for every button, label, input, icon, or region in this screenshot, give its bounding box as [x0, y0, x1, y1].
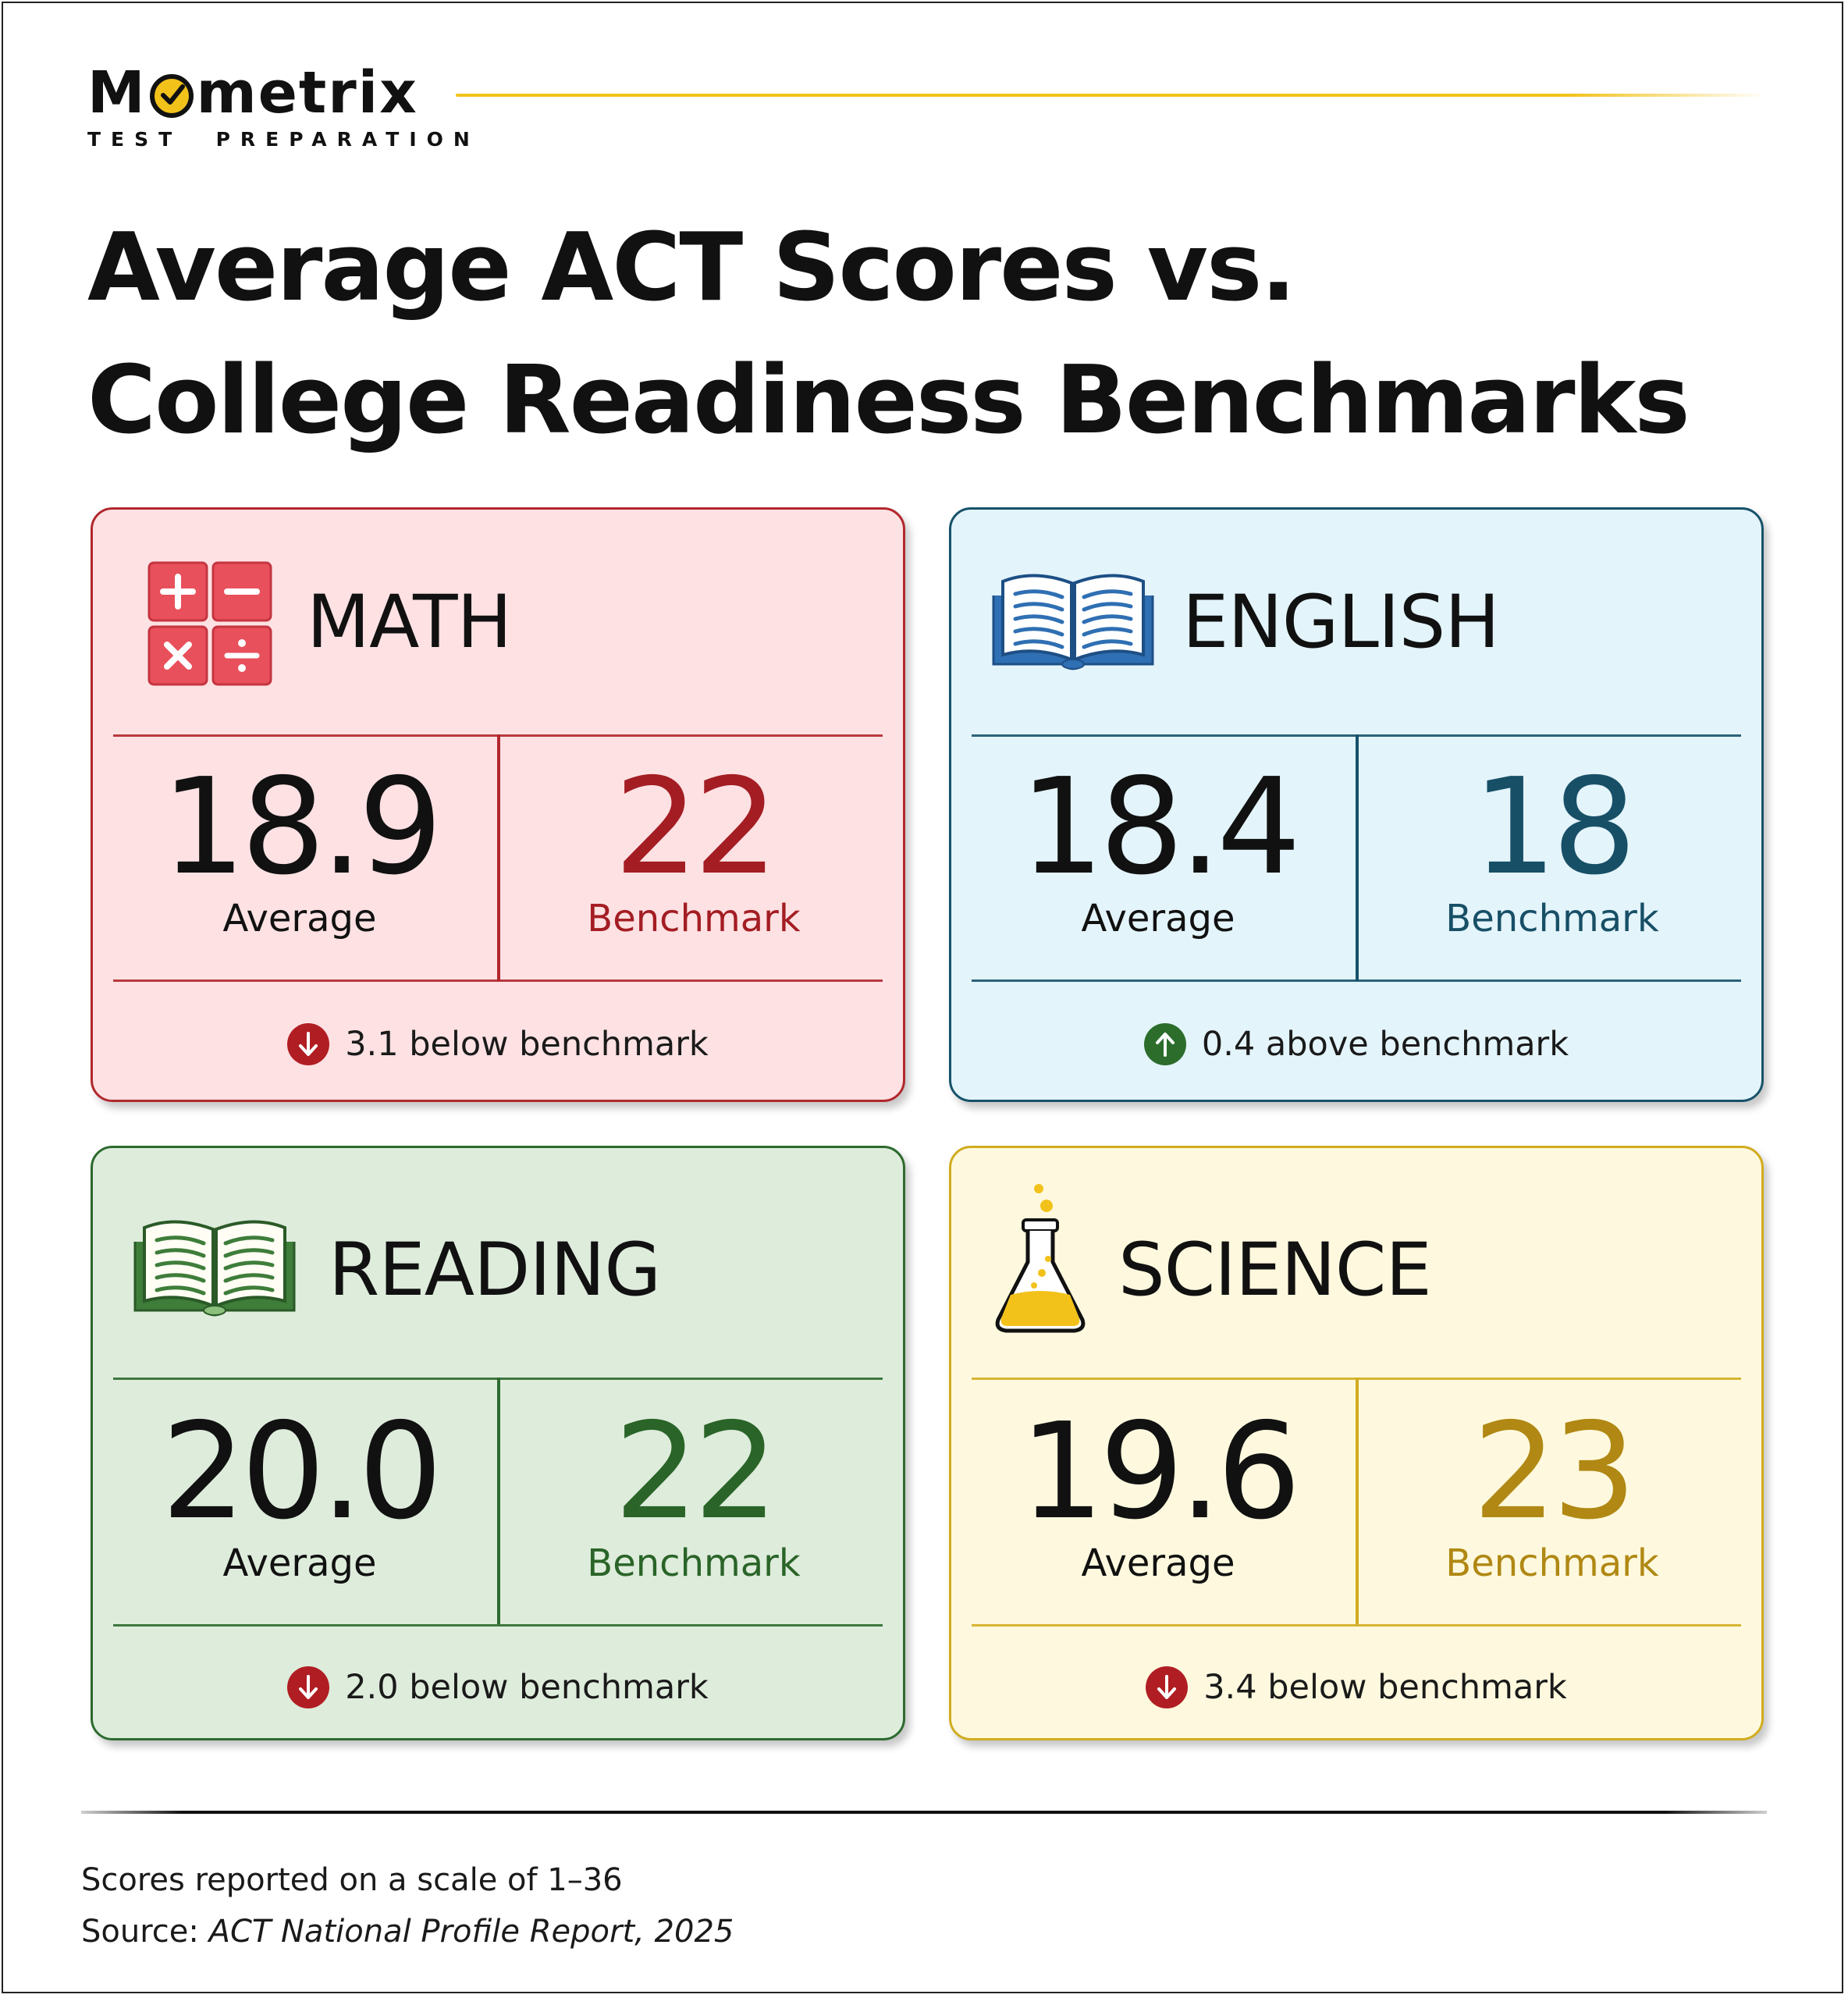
- arrow-down-icon: [1146, 1666, 1189, 1708]
- average-label: Average: [1081, 897, 1235, 940]
- checkmark-icon: [149, 74, 194, 118]
- arrow-up-icon: [1143, 1023, 1186, 1065]
- brand-name-end: metrix: [196, 59, 418, 126]
- page-title: Average ACT Scores vs. College Readiness…: [87, 202, 1804, 468]
- benchmark-score: 23 Benchmark: [1361, 1406, 1743, 1585]
- brand-name-start: M: [87, 59, 147, 126]
- benchmark-label: Benchmark: [587, 1541, 801, 1585]
- brand-wordmark: M metrix: [87, 64, 431, 122]
- benchmark-score: 22 Benchmark: [503, 1406, 885, 1585]
- divider: [1356, 734, 1359, 981]
- title-line-1: Average ACT Scores vs.: [87, 214, 1296, 322]
- divider: [1356, 1378, 1359, 1624]
- title-line-2: College Readiness Benchmarks: [87, 347, 1690, 455]
- average-label: Average: [222, 897, 377, 940]
- brand-tagline: TEST PREPARATION: [87, 128, 480, 151]
- average-value: 20.0: [161, 1395, 443, 1549]
- difference-note: 2.0 below benchmark: [93, 1666, 903, 1708]
- arrow-down-icon: [287, 1666, 330, 1708]
- average-score: 19.6 Average: [967, 1406, 1349, 1585]
- difference-note: 0.4 above benchmark: [951, 1023, 1761, 1065]
- difference-text: 2.0 below benchmark: [345, 1668, 709, 1707]
- subject-card-math: MATH 18.9 Average 22 Benchmark 3.1 below…: [91, 507, 905, 1102]
- footer-notes: Scores reported on a scale of 1–36 Sourc…: [81, 1854, 734, 1957]
- benchmark-value: 18: [1472, 750, 1637, 905]
- subject-title: MATH: [307, 580, 512, 665]
- benchmark-score: 22 Benchmark: [503, 761, 885, 940]
- source-note: Source: ACT National Profile Report, 202…: [81, 1906, 734, 1957]
- benchmark-value: 22: [613, 1395, 778, 1549]
- benchmark-label: Benchmark: [1445, 897, 1659, 940]
- difference-text: 3.4 below benchmark: [1203, 1668, 1567, 1707]
- arrow-down-icon: [287, 1023, 330, 1065]
- difference-note: 3.4 below benchmark: [951, 1666, 1761, 1708]
- open-book-icon: [987, 564, 1159, 677]
- benchmark-label: Benchmark: [587, 897, 801, 940]
- average-value: 18.4: [1019, 750, 1302, 905]
- calculator-operations-icon: [147, 561, 272, 689]
- subject-title: SCIENCE: [1118, 1228, 1432, 1313]
- flask-icon: [993, 1181, 1095, 1340]
- benchmark-label: Benchmark: [1445, 1541, 1659, 1585]
- brand-logo: M metrix TEST PREPARATION: [87, 64, 480, 151]
- benchmark-value: 23: [1472, 1395, 1637, 1549]
- average-label: Average: [1081, 1541, 1235, 1585]
- footer-divider: [81, 1811, 1767, 1814]
- average-score: 18.4 Average: [967, 761, 1349, 940]
- divider: [113, 979, 883, 982]
- average-score: 18.9 Average: [108, 761, 491, 940]
- header-divider: [456, 94, 1767, 97]
- difference-text: 0.4 above benchmark: [1201, 1025, 1569, 1064]
- average-value: 19.6: [1019, 1395, 1302, 1549]
- source-title: ACT National Profile Report, 2025: [208, 1914, 734, 1950]
- divider: [497, 734, 500, 981]
- divider: [972, 979, 1741, 982]
- benchmark-score: 18 Benchmark: [1361, 761, 1743, 940]
- source-prefix: Source:: [81, 1914, 209, 1950]
- subject-title: ENGLISH: [1182, 580, 1500, 665]
- average-score: 20.0 Average: [108, 1406, 491, 1585]
- open-book-icon: [129, 1211, 300, 1323]
- difference-note: 3.1 below benchmark: [93, 1023, 903, 1065]
- subject-card-reading: READING 20.0 Average 22 Benchmark 2.0 be…: [91, 1146, 905, 1740]
- average-label: Average: [222, 1541, 377, 1585]
- subject-title: READING: [329, 1228, 661, 1313]
- divider: [497, 1378, 500, 1624]
- benchmark-value: 22: [613, 750, 778, 905]
- difference-text: 3.1 below benchmark: [345, 1025, 709, 1064]
- divider: [113, 1624, 883, 1626]
- average-value: 18.9: [161, 750, 443, 905]
- subject-card-english: ENGLISH 18.4 Average 18 Benchmark 0.4 ab…: [949, 507, 1764, 1102]
- subject-card-science: SCIENCE 19.6 Average 23 Benchmark 3.4 be…: [949, 1146, 1764, 1740]
- divider: [972, 1624, 1741, 1626]
- scale-note: Scores reported on a scale of 1–36: [81, 1862, 623, 1898]
